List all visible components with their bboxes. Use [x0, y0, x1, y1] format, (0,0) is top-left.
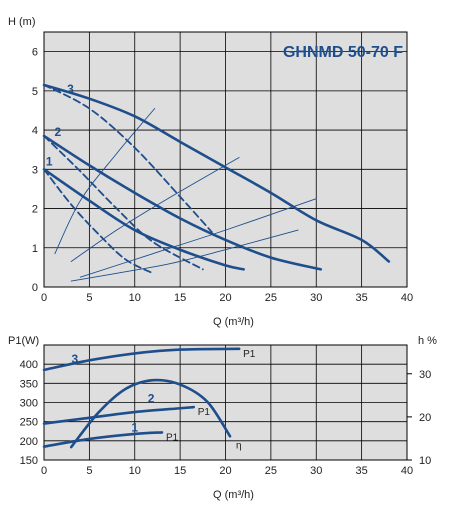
- head-curve-solid-0: [42, 168, 245, 271]
- power-x-axis-label: Q (m³/h): [213, 489, 254, 501]
- power-x-tick-label: 25: [265, 465, 277, 477]
- head-curve-dashed-3: [43, 168, 154, 275]
- head-x-tick-label: 20: [219, 292, 231, 304]
- head-y-tick-label: 2: [32, 204, 38, 216]
- power-x-tick-label: 5: [86, 465, 92, 477]
- power-y-tick-label: 200: [20, 436, 38, 448]
- power-x-tick-label: 35: [356, 465, 368, 477]
- head-x-tick-label: 30: [310, 292, 322, 304]
- efficiency-y-axis-label: h %: [418, 335, 437, 347]
- power-x-tick-label: 15: [174, 465, 186, 477]
- power-y2-tick-label: 10: [419, 455, 431, 467]
- head-curve-solid-1: [42, 134, 323, 271]
- power-y-tick-label: 400: [20, 359, 38, 371]
- head-y-tick-label: 4: [32, 125, 38, 137]
- power-curve-0: [42, 431, 164, 448]
- power-x-tick-label: 10: [129, 465, 141, 477]
- head-curve-label-2: 2: [54, 125, 61, 139]
- power-series-label: P1: [166, 432, 179, 443]
- power-y-tick-label: 250: [20, 417, 38, 429]
- power-curve-3: [69, 378, 232, 449]
- power-curve-label-2: 2: [148, 392, 155, 406]
- head-curve-dashed-5: [43, 84, 213, 233]
- head-x-tick-label: 35: [356, 292, 368, 304]
- head-x-axis-label: Q (m³/h): [213, 316, 254, 328]
- head-curve-thin-7: [70, 157, 240, 262]
- power-y2-tick-label: 30: [419, 369, 431, 381]
- power-series-label: P1: [243, 349, 256, 360]
- head-y-tick-label: 5: [32, 86, 38, 98]
- head-y-tick-label: 3: [32, 164, 38, 176]
- power-x-tick-label: 20: [219, 465, 231, 477]
- power-y-tick-label: 150: [20, 455, 38, 467]
- head-curve-dashed-4: [43, 135, 204, 271]
- head-y-tick-label: 1: [32, 243, 38, 255]
- head-x-tick-label: 0: [41, 292, 47, 304]
- head-curve-thin-9: [70, 229, 299, 282]
- power-curve-label-3: 3: [72, 352, 79, 366]
- power-x-tick-label: 30: [310, 465, 322, 477]
- power-y2-tick-label: 20: [419, 412, 431, 424]
- head-x-tick-label: 5: [86, 292, 92, 304]
- efficiency-curve-label: η: [236, 440, 242, 451]
- head-curve-solid-2: [42, 83, 391, 263]
- head-curve-thin-6: [54, 108, 156, 255]
- head-x-tick-label: 15: [174, 292, 186, 304]
- power-y-tick-label: 300: [20, 398, 38, 410]
- head-y-axis-label: H (m): [8, 16, 36, 28]
- head-curve-label-3: 3: [67, 82, 74, 96]
- head-x-tick-label: 25: [265, 292, 277, 304]
- head-y-tick-label: 0: [32, 282, 38, 294]
- head-x-tick-label: 10: [129, 292, 141, 304]
- power-y-tick-label: 350: [20, 378, 38, 390]
- power-curve-label-1: 1: [131, 420, 138, 434]
- power-y-axis-label: P1(W): [8, 335, 39, 347]
- power-x-tick-label: 40: [401, 465, 413, 477]
- power-curve-1: [42, 405, 196, 425]
- chart-title: GHNMD 50-70 F: [283, 44, 403, 61]
- head-curve-thin-8: [79, 198, 317, 278]
- power-x-tick-label: 0: [41, 465, 47, 477]
- head-y-tick-label: 6: [32, 47, 38, 59]
- head-x-tick-label: 40: [401, 292, 413, 304]
- head-curve-label-1: 1: [46, 154, 53, 168]
- power-curve-2: [42, 347, 241, 372]
- power-series-label: P1: [198, 407, 211, 418]
